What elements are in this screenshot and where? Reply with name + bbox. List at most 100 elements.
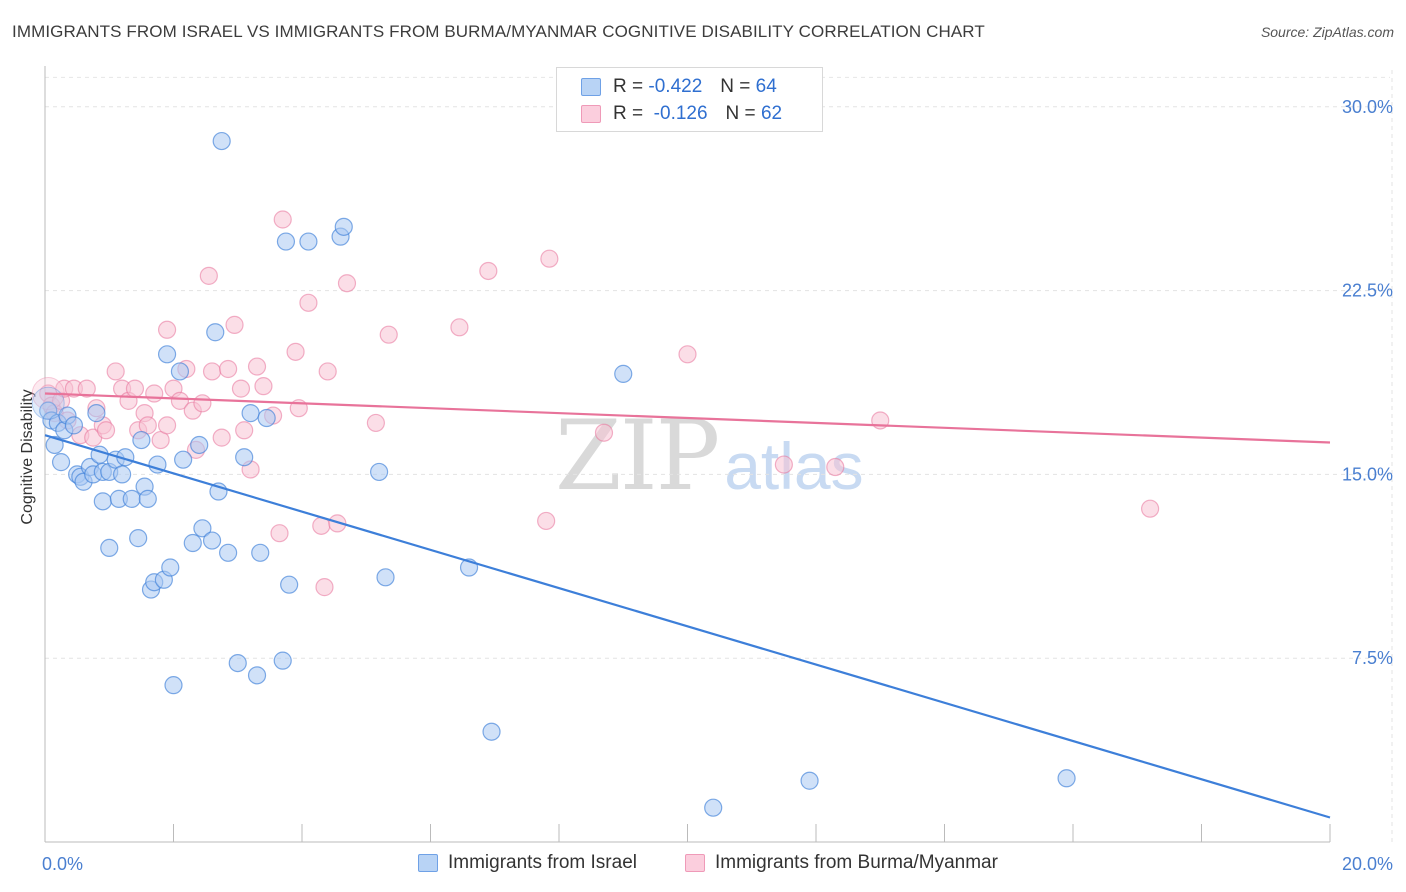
data-point-burma bbox=[379, 325, 398, 344]
data-point-burma bbox=[479, 261, 498, 281]
legend-n-value-burma: 62 bbox=[760, 103, 783, 124]
data-point-israel bbox=[87, 404, 106, 423]
data-point-burma bbox=[366, 413, 385, 433]
y-tick-label: 22.5% bbox=[1342, 281, 1393, 301]
trend-line-israel bbox=[44, 434, 1331, 819]
data-point-burma bbox=[219, 359, 238, 379]
data-point-israel bbox=[241, 404, 260, 423]
data-point-burma bbox=[678, 345, 697, 364]
data-point-burma bbox=[299, 293, 318, 312]
data-point-burma bbox=[254, 377, 273, 396]
data-point-israel bbox=[280, 575, 299, 594]
bottom-legend-israel: Immigrants from Israel bbox=[418, 852, 637, 874]
data-point-burma bbox=[125, 379, 145, 398]
legend-n-value-israel: 64 bbox=[755, 76, 777, 97]
data-point-burma bbox=[157, 320, 177, 339]
legend-swatch-burma bbox=[581, 105, 601, 123]
legend-row-burma: R = -0.126 N = 62 bbox=[581, 103, 782, 125]
data-point-israel bbox=[100, 538, 119, 558]
data-point-israel bbox=[235, 448, 254, 467]
data-point-israel bbox=[129, 529, 148, 548]
bottom-swatch-israel bbox=[418, 854, 438, 872]
data-point-israel bbox=[51, 453, 71, 472]
data-point-israel bbox=[482, 722, 501, 741]
x-tick-label-min: 0.0% bbox=[42, 854, 83, 874]
data-point-israel bbox=[273, 651, 292, 670]
data-point-israel bbox=[122, 489, 141, 508]
bottom-legend-label-burma: Immigrants from Burma/Myanmar bbox=[715, 852, 998, 873]
legend-r-label: R = bbox=[613, 76, 644, 97]
bottom-legend-label-israel: Immigrants from Israel bbox=[448, 852, 637, 873]
bottom-legend-burma: Immigrants from Burma/Myanmar bbox=[685, 852, 998, 874]
data-point-burma bbox=[212, 428, 231, 447]
y-tick-label: 15.0% bbox=[1342, 464, 1393, 484]
data-point-burma bbox=[537, 511, 556, 531]
y-tick-label: 7.5% bbox=[1352, 648, 1393, 668]
data-point-burma bbox=[157, 416, 177, 435]
data-point-burma bbox=[193, 394, 212, 413]
tick-labels: 7.5% 15.0% 22.5% 30.0% 0.0% 20.0% bbox=[42, 97, 1393, 874]
data-point-burma bbox=[273, 210, 292, 229]
data-point-burma bbox=[270, 524, 289, 543]
data-point-cluster-israel bbox=[31, 386, 65, 420]
data-point-israel bbox=[257, 408, 276, 428]
data-point-israel bbox=[164, 676, 183, 695]
axes bbox=[44, 66, 1331, 843]
data-point-israel bbox=[206, 323, 225, 342]
data-point-burma bbox=[540, 249, 559, 268]
data-point-burma bbox=[450, 318, 469, 337]
data-point-israel bbox=[157, 345, 177, 364]
legend-r-value-israel: -0.422 bbox=[648, 76, 703, 97]
data-point-israel bbox=[212, 131, 231, 151]
series-burma-points bbox=[31, 210, 1160, 597]
legend-r-value-burma: -0.126 bbox=[653, 103, 708, 124]
x-tick-label-max: 20.0% bbox=[1342, 854, 1393, 874]
data-point-israel bbox=[370, 462, 389, 482]
data-point-burma bbox=[286, 342, 305, 361]
trend-line-burma bbox=[44, 392, 1331, 444]
legend-swatch-israel bbox=[581, 78, 601, 96]
data-point-burma bbox=[594, 423, 614, 442]
data-point-israel bbox=[132, 430, 151, 450]
data-point-israel bbox=[228, 653, 247, 673]
data-point-israel bbox=[183, 533, 202, 553]
data-point-burma bbox=[318, 362, 337, 381]
data-point-israel bbox=[376, 568, 395, 587]
data-point-burma bbox=[1140, 499, 1160, 518]
data-point-israel bbox=[138, 489, 157, 508]
data-point-israel bbox=[64, 416, 84, 435]
legend-r-label: R = bbox=[613, 103, 644, 124]
data-point-burma bbox=[96, 421, 116, 440]
data-point-israel bbox=[299, 232, 318, 251]
data-point-burma bbox=[247, 357, 267, 376]
data-point-israel bbox=[276, 232, 296, 251]
data-point-burma bbox=[826, 457, 845, 477]
series-israel-points bbox=[31, 131, 1076, 817]
data-point-burma bbox=[231, 379, 251, 398]
bottom-swatch-burma bbox=[685, 854, 705, 872]
data-point-burma bbox=[145, 384, 164, 403]
data-point-israel bbox=[800, 771, 819, 790]
data-point-israel bbox=[174, 450, 193, 469]
data-point-israel bbox=[112, 465, 132, 484]
data-point-burma bbox=[77, 379, 96, 398]
data-point-israel bbox=[190, 435, 209, 455]
chart-title: IMMIGRANTS FROM ISRAEL VS IMMIGRANTS FRO… bbox=[12, 22, 985, 41]
data-point-israel bbox=[334, 217, 353, 236]
legend-row-israel: R = -0.422 N = 64 bbox=[581, 76, 777, 98]
data-point-burma bbox=[199, 266, 218, 285]
data-point-israel bbox=[202, 531, 222, 550]
data-point-burma bbox=[106, 362, 125, 381]
data-point-burma bbox=[315, 578, 334, 597]
data-point-israel bbox=[1057, 769, 1076, 788]
data-point-burma bbox=[235, 421, 254, 440]
data-point-burma bbox=[225, 315, 244, 334]
data-point-israel bbox=[704, 798, 723, 817]
trend-lines bbox=[44, 392, 1331, 819]
data-point-israel bbox=[161, 558, 180, 577]
data-point-israel bbox=[45, 435, 64, 455]
data-point-israel bbox=[614, 364, 633, 383]
data-point-burma bbox=[202, 362, 222, 381]
data-point-israel bbox=[193, 519, 212, 538]
